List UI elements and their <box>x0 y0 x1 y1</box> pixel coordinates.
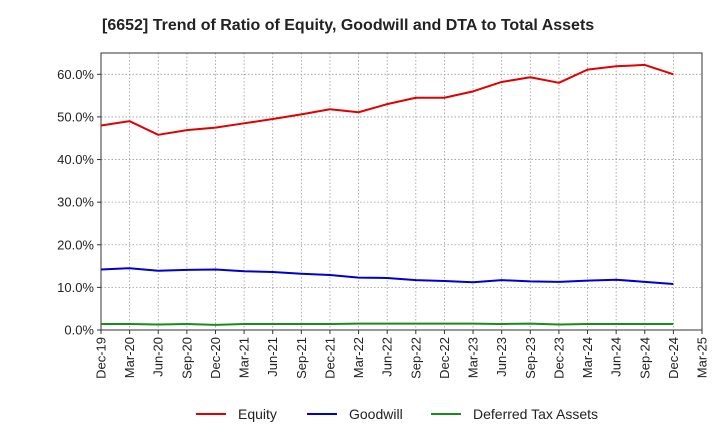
x-tick-label: Sep-23 <box>523 337 538 379</box>
x-tick-label: Dec-24 <box>666 337 681 379</box>
x-tick-label: Sep-24 <box>637 337 652 379</box>
x-tick-label: Jun-22 <box>380 337 395 377</box>
legend: Equity Goodwill Deferred Tax Assets <box>196 406 598 422</box>
x-tick-label: Dec-21 <box>322 337 337 379</box>
x-tick-label: Dec-19 <box>94 337 109 379</box>
x-tick-label: Mar-22 <box>351 337 366 378</box>
grid-layer <box>101 53 702 330</box>
x-tick-label: Mar-24 <box>580 337 595 378</box>
x-tick-label: Mar-25 <box>695 337 710 378</box>
y-tick-label: 20.0% <box>57 237 94 252</box>
x-tick-label: Mar-23 <box>466 337 481 378</box>
y-tick-label: 40.0% <box>57 152 94 167</box>
y-tick-label: 10.0% <box>57 280 94 295</box>
x-tick-label: Dec-23 <box>551 337 566 379</box>
y-tick-label: 30.0% <box>57 195 94 210</box>
x-tick-label: Jun-24 <box>609 337 624 377</box>
x-tick-label: Jun-21 <box>265 337 280 377</box>
legend-label-goodwill: Goodwill <box>349 406 403 422</box>
series-layer <box>100 63 674 326</box>
y-tick-label: 50.0% <box>57 109 94 124</box>
legend-label-equity: Equity <box>238 406 277 422</box>
x-tick-label: Dec-22 <box>437 337 452 379</box>
series-line-goodwill <box>100 267 674 285</box>
x-tick-label: Dec-20 <box>208 337 223 379</box>
x-axis: Dec-19 Mar-20 Jun-20 Sep-20 Dec-20 Mar-21 Jun-… <box>94 330 710 379</box>
x-tick-label: Jun-20 <box>151 337 166 377</box>
x-tick-label: Jun-23 <box>494 337 509 377</box>
x-tick-label: Mar-21 <box>237 337 252 378</box>
series-line-deferred-tax-assets <box>101 322 674 326</box>
x-tick-label: Sep-22 <box>408 337 423 379</box>
x-tick-label: Sep-21 <box>294 337 309 379</box>
x-tick-label: Mar-20 <box>122 337 137 378</box>
chart-title: [6652] Trend of Ratio of Equity, Goodwil… <box>102 17 594 34</box>
plot-frame <box>100 52 703 331</box>
y-tick-label: 0.0% <box>64 323 94 338</box>
series-line-equity <box>100 63 674 136</box>
legend-label-deferred-tax-assets: Deferred Tax Assets <box>473 406 598 422</box>
y-tick-label: 60.0% <box>57 67 94 82</box>
y-axis: 0.0% 10.0% 20.0% 30.0% 40.0% 50.0% 60.0% <box>57 67 101 338</box>
x-tick-label: Sep-20 <box>179 337 194 379</box>
